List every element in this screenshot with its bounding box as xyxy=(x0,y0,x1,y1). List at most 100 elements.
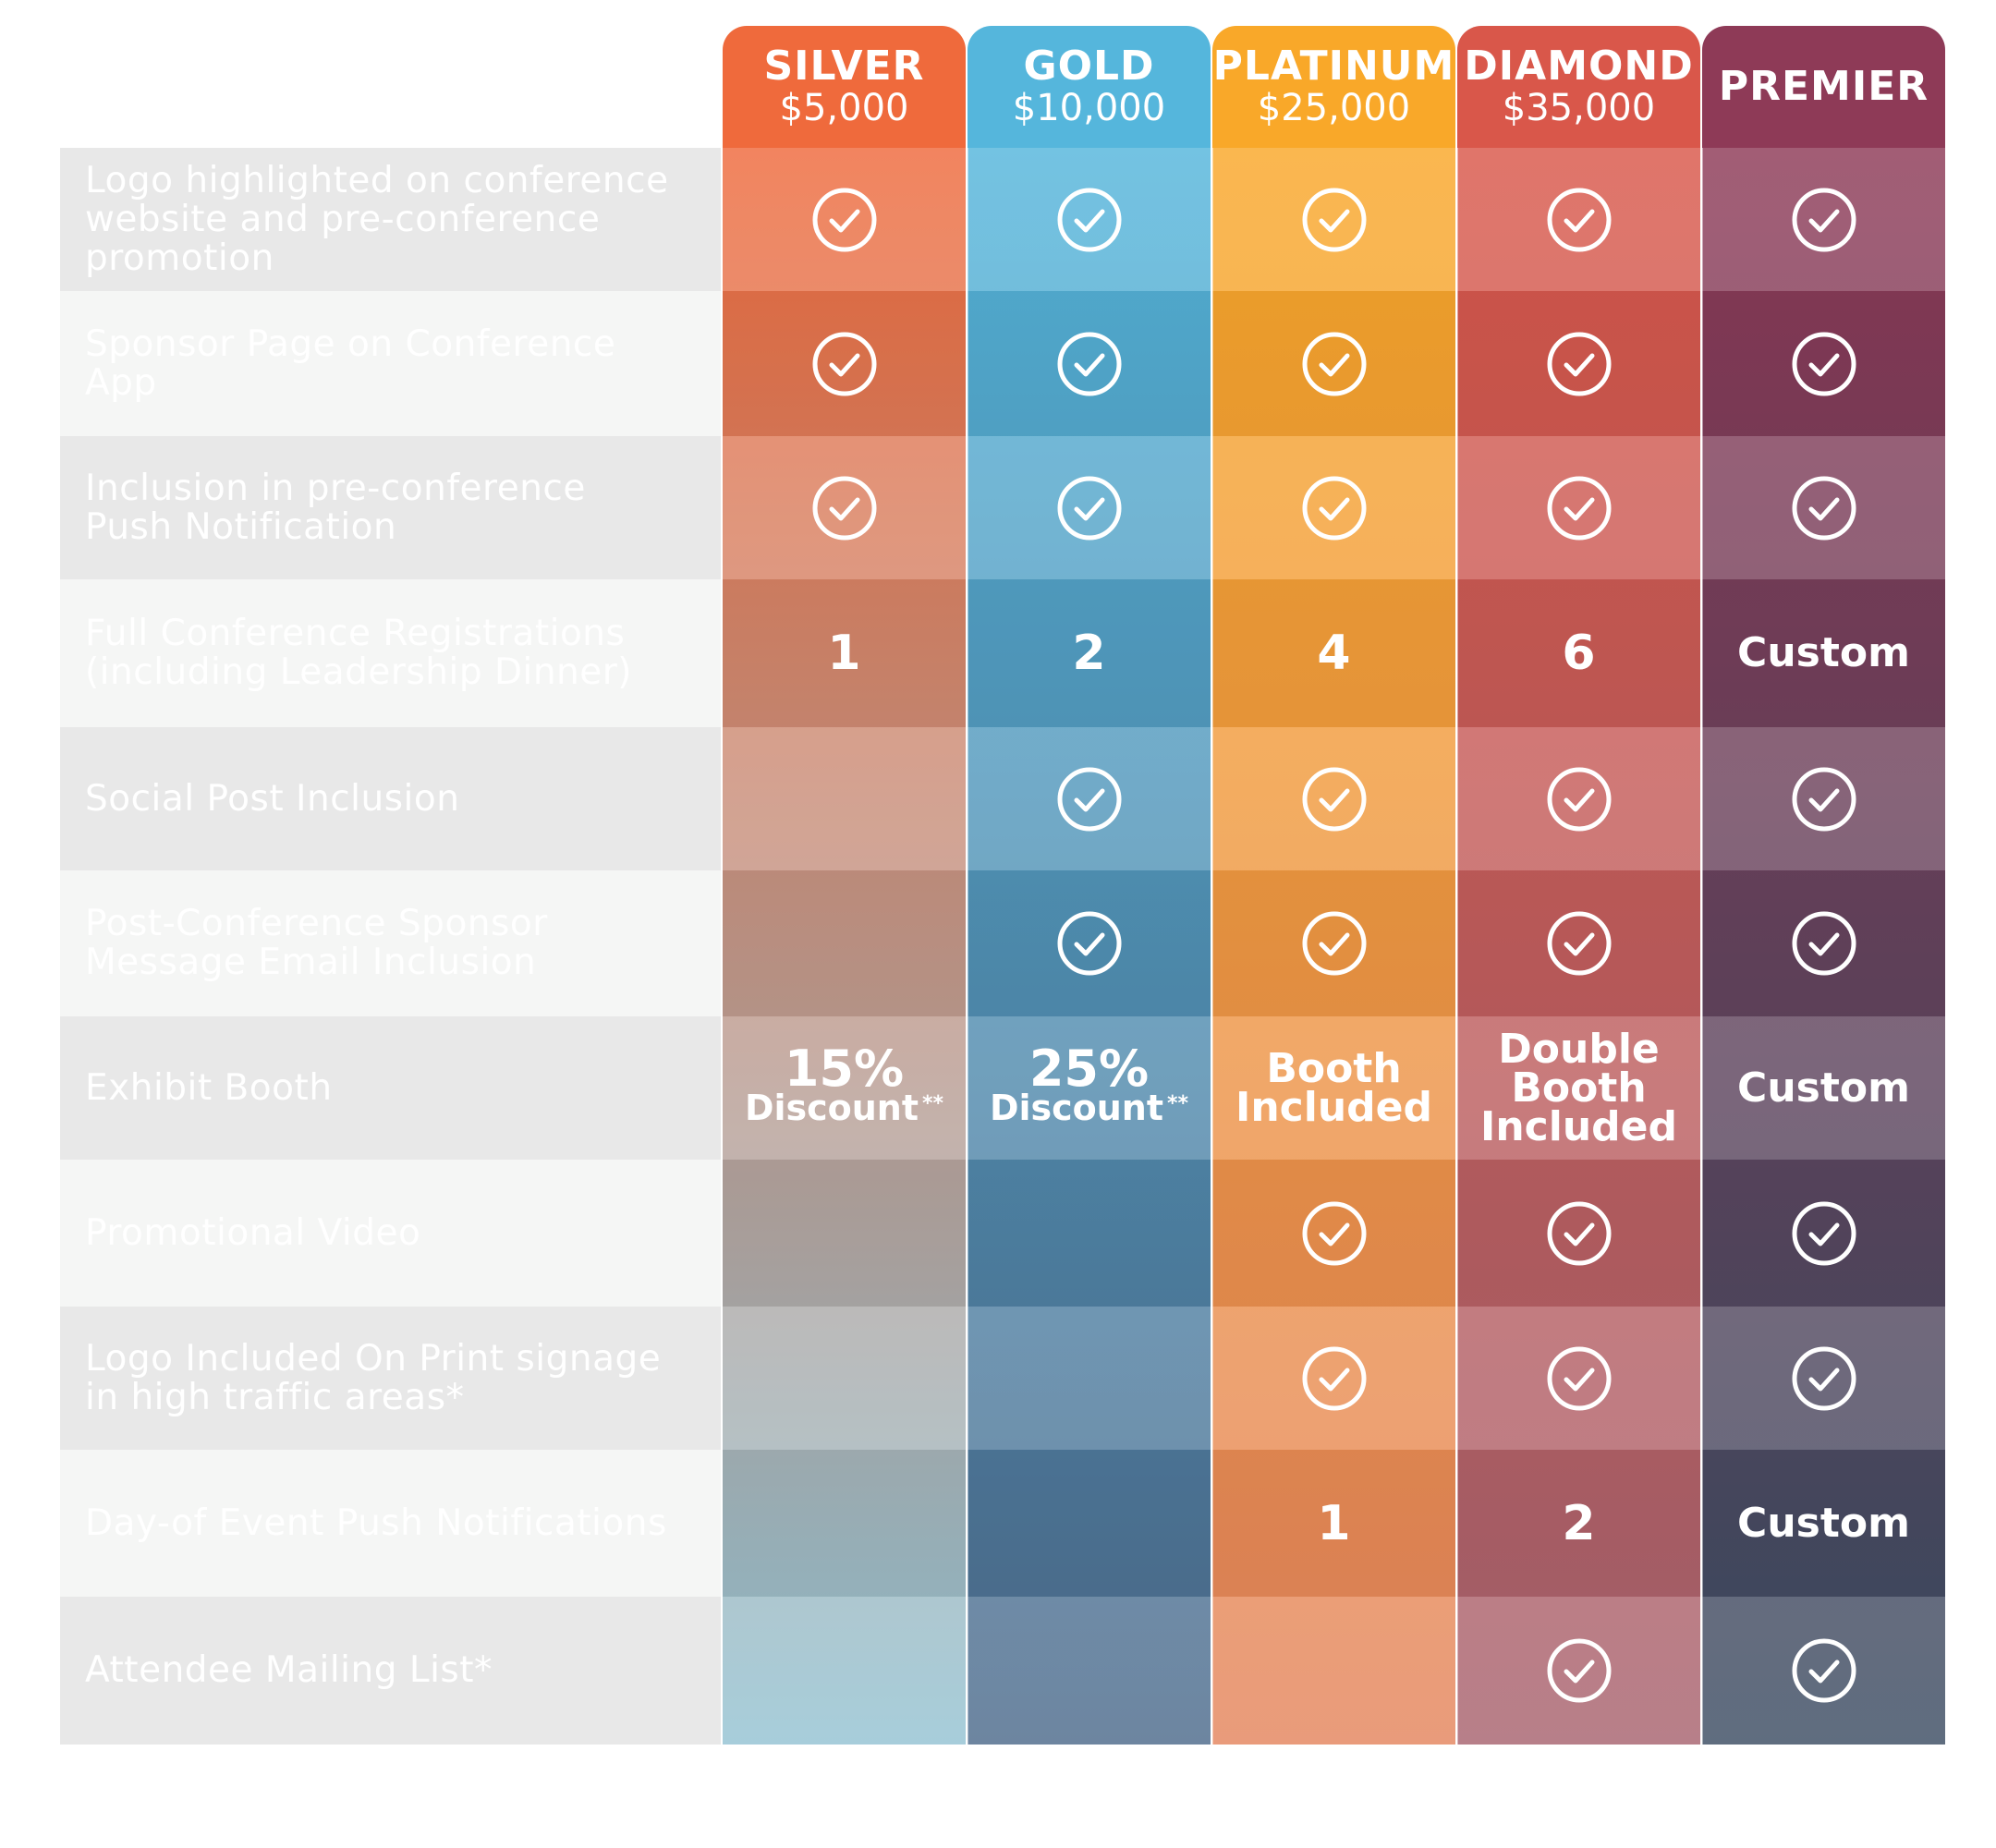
tier-cell xyxy=(723,1307,966,1450)
feature-label-row: Inclusion in pre-conference Push Notific… xyxy=(60,436,721,579)
feature-label: Day-of Event Push Notifications xyxy=(85,1502,667,1544)
feature-label-row: Full Conference Registrations (including… xyxy=(60,579,721,727)
feature-label-row: Promotional Video xyxy=(60,1160,721,1307)
cell-value: 15% Discount ** xyxy=(744,1039,944,1128)
cell-value-line: 15% xyxy=(784,1039,905,1098)
tier-cell xyxy=(968,1160,1211,1307)
cell-value: 6 xyxy=(1562,626,1596,681)
cell-value-line: Booth xyxy=(1511,1064,1647,1112)
check-circle-icon xyxy=(1792,1638,1856,1703)
feature-label-row: Social Post Inclusion xyxy=(60,727,721,870)
check-circle-icon xyxy=(1057,188,1121,251)
cell-value: 1 xyxy=(1317,1495,1351,1551)
cell-value: Custom xyxy=(1737,1064,1910,1112)
tier-cell: Custom xyxy=(1702,579,1945,727)
check-circle-icon xyxy=(1547,1638,1611,1703)
feature-label: Attendee Mailing List* xyxy=(85,1649,493,1691)
tier-cell xyxy=(1702,1160,1945,1307)
check-circle-icon xyxy=(1057,911,1121,976)
feature-label-row: Logo highlighted on conference website a… xyxy=(60,148,721,291)
tier-cell: 4 xyxy=(1212,579,1455,727)
tier-cell xyxy=(1702,870,1945,1016)
cell-value-line: Double xyxy=(1498,1025,1660,1073)
tier-cell xyxy=(1702,727,1945,870)
tier-cell xyxy=(723,1160,966,1307)
check-circle-icon xyxy=(1547,911,1611,976)
feature-label: Social Post Inclusion xyxy=(85,777,460,820)
tier-header-gold: GOLD $10,000 xyxy=(968,26,1211,148)
tier-cell xyxy=(1702,1307,1945,1450)
feature-label: Logo Included On Print signage in high t… xyxy=(85,1337,662,1418)
check-circle-icon xyxy=(1057,332,1121,395)
column-divider xyxy=(967,148,968,1745)
tier-cell xyxy=(1212,148,1455,291)
check-circle-icon xyxy=(1302,911,1366,976)
check-circle-icon xyxy=(1792,476,1856,540)
check-circle-icon xyxy=(1302,1346,1366,1410)
footnote-marker: ** xyxy=(922,1091,944,1115)
cell-value: 2 xyxy=(1072,626,1106,681)
feature-label: Full Conference Registrations (including… xyxy=(85,613,633,693)
tier-cell xyxy=(1702,291,1945,436)
tier-cell xyxy=(968,1597,1211,1745)
check-circle-icon xyxy=(1792,911,1856,976)
tier-name: GOLD xyxy=(1023,43,1155,90)
tier-cell xyxy=(1457,727,1700,870)
feature-label-row: Day-of Event Push Notifications xyxy=(60,1450,721,1597)
tier-price: $10,000 xyxy=(1012,87,1166,129)
tier-cell xyxy=(1702,1597,1945,1745)
feature-label-row: Sponsor Page on Conference App xyxy=(60,291,721,436)
tier-cell xyxy=(1457,1597,1700,1745)
tier-cell xyxy=(1457,870,1700,1016)
check-circle-icon xyxy=(812,188,876,251)
tier-cell xyxy=(723,291,966,436)
check-circle-icon xyxy=(1057,767,1121,831)
tier-header-silver: SILVER $5,000 xyxy=(723,26,966,148)
cell-value: 1 xyxy=(827,626,861,681)
cell-value-line: Discount ** xyxy=(744,1087,944,1128)
check-circle-icon xyxy=(1547,1346,1611,1410)
tier-cell xyxy=(1457,436,1700,579)
tier-name: PLATINUM xyxy=(1212,43,1455,90)
tier-cell: 2 xyxy=(968,579,1211,727)
tier-cell xyxy=(968,870,1211,1016)
tier-cell xyxy=(723,1597,966,1745)
check-circle-icon xyxy=(1302,188,1366,251)
column-divider xyxy=(1456,148,1458,1745)
tier-name: SILVER xyxy=(763,43,925,90)
tier-cell xyxy=(968,436,1211,579)
check-circle-icon xyxy=(1792,767,1856,831)
tier-cell xyxy=(1212,870,1455,1016)
check-circle-icon xyxy=(812,332,876,395)
tier-price: $25,000 xyxy=(1257,87,1411,129)
feature-label-row: Post-Conference Sponsor Message Email In… xyxy=(60,870,721,1016)
tier-cell: 1 xyxy=(723,579,966,727)
tier-cell: Double Booth Included xyxy=(1457,1016,1700,1160)
tier-cell xyxy=(968,148,1211,291)
tier-cell: Custom xyxy=(1702,1450,1945,1597)
column-divider xyxy=(1211,148,1213,1745)
check-circle-icon xyxy=(1547,1201,1611,1265)
tier-cell xyxy=(1457,1160,1700,1307)
check-circle-icon xyxy=(1547,767,1611,831)
cell-value-line: Booth xyxy=(1266,1044,1402,1092)
tier-header-premier: PREMIER xyxy=(1702,26,1945,148)
tier-cell xyxy=(1457,1307,1700,1450)
tier-cell xyxy=(968,291,1211,436)
check-circle-icon xyxy=(1547,188,1611,251)
tier-cell xyxy=(1212,436,1455,579)
tier-header-platinum: PLATINUM $25,000 xyxy=(1212,26,1455,148)
check-circle-icon xyxy=(1302,476,1366,540)
check-circle-icon xyxy=(1302,767,1366,831)
check-circle-icon xyxy=(1302,332,1366,395)
tier-cell xyxy=(1212,1597,1455,1745)
cell-value: Double Booth Included xyxy=(1480,1025,1677,1147)
tier-cell: 25% Discount ** xyxy=(968,1016,1211,1160)
tier-cell xyxy=(968,727,1211,870)
tier-cell xyxy=(723,870,966,1016)
tier-header-diamond: DIAMOND $35,000 xyxy=(1457,26,1700,148)
tier-cell: 2 xyxy=(1457,1450,1700,1597)
tier-price: $5,000 xyxy=(779,87,909,129)
check-circle-icon xyxy=(1792,332,1856,395)
